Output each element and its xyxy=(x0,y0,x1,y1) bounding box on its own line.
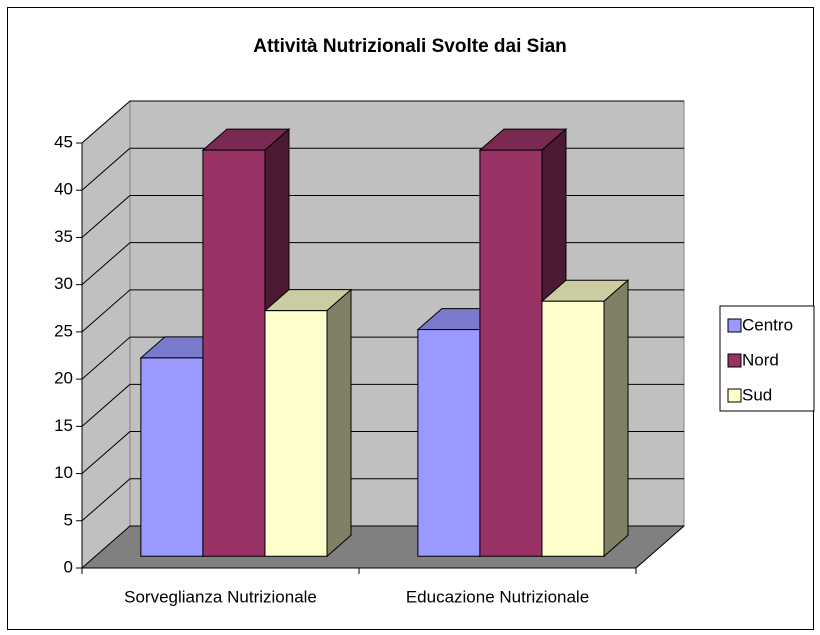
legend-label: Centro xyxy=(742,315,793,334)
y-tick-label: 15 xyxy=(54,416,73,435)
legend-label: Sud xyxy=(742,385,772,404)
legend-swatch xyxy=(727,388,742,403)
y-tick-label: 45 xyxy=(54,132,73,151)
bar xyxy=(417,329,481,557)
grid-line xyxy=(81,100,684,144)
chart-title: Attività Nutrizionali Svolte dai Sian xyxy=(253,36,567,57)
bar xyxy=(479,149,543,557)
x-tick-label: Educazione Nutrizionale xyxy=(406,587,589,606)
bar xyxy=(140,357,204,557)
legend-label: Nord xyxy=(742,350,779,369)
y-tick-label: 40 xyxy=(54,180,73,199)
bar-3d xyxy=(540,279,630,558)
bar-side xyxy=(603,279,629,558)
bar-3d xyxy=(263,288,353,558)
left-wall xyxy=(81,99,131,570)
bar xyxy=(202,149,266,557)
legend-swatch xyxy=(727,318,742,333)
y-tick-label: 20 xyxy=(54,369,73,388)
bar-side xyxy=(326,288,352,558)
y-tick-label: 10 xyxy=(54,463,73,482)
y-tick-label: 35 xyxy=(54,227,73,246)
x-tick-label: Sorveglianza Nutrizionale xyxy=(124,587,317,606)
y-tick-label: 0 xyxy=(64,557,73,576)
legend-swatch xyxy=(727,353,742,368)
y-tick-label: 25 xyxy=(54,321,73,340)
y-tick-label: 5 xyxy=(64,510,73,529)
bar xyxy=(541,300,605,557)
y-tick-label: 30 xyxy=(54,274,73,293)
bar xyxy=(264,310,328,557)
